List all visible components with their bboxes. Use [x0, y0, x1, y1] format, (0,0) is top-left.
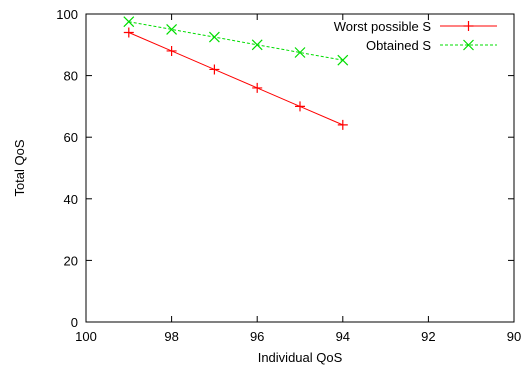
data-point-series-2: [208, 31, 220, 43]
x-tick-label: 94: [336, 329, 350, 344]
x-axis-title: Individual QoS: [258, 350, 343, 365]
data-point-series-2: [294, 47, 306, 58]
data-point-series-1: [166, 45, 177, 56]
y-tick-label: 40: [64, 192, 78, 207]
x-tick-label: 92: [421, 329, 435, 344]
data-point-series-2: [337, 54, 349, 66]
data-point-series-2: [123, 16, 135, 28]
x-tick-label: 98: [164, 329, 178, 344]
legend-swatch-marker-1: [463, 21, 474, 31]
y-tick-label: 0: [71, 315, 78, 330]
series-line-2: [128, 21, 343, 61]
y-tick-label: 100: [56, 7, 78, 22]
x-tick-label: 100: [75, 329, 97, 344]
data-point-series-2: [251, 39, 263, 51]
data-point-series-1: [337, 119, 348, 130]
series-line-1: [128, 32, 343, 126]
data-point-series-2: [166, 23, 178, 35]
y-axis-title: Total QoS: [12, 139, 27, 196]
x-tick-label: 90: [507, 329, 521, 344]
legend-swatch-marker-2: [463, 39, 474, 51]
x-tick-label: 96: [250, 329, 264, 344]
legend-label-2: Obtained S: [366, 38, 431, 53]
y-tick-label: 20: [64, 253, 78, 268]
data-point-series-1: [123, 27, 134, 38]
y-tick-label: 80: [64, 69, 78, 84]
data-point-series-1: [295, 101, 305, 112]
plot-frame: [85, 13, 515, 323]
data-point-series-1: [209, 64, 220, 75]
legend-label-1: Worst possible S: [334, 19, 432, 34]
data-point-series-1: [252, 82, 263, 93]
y-tick-label: 60: [64, 130, 78, 145]
